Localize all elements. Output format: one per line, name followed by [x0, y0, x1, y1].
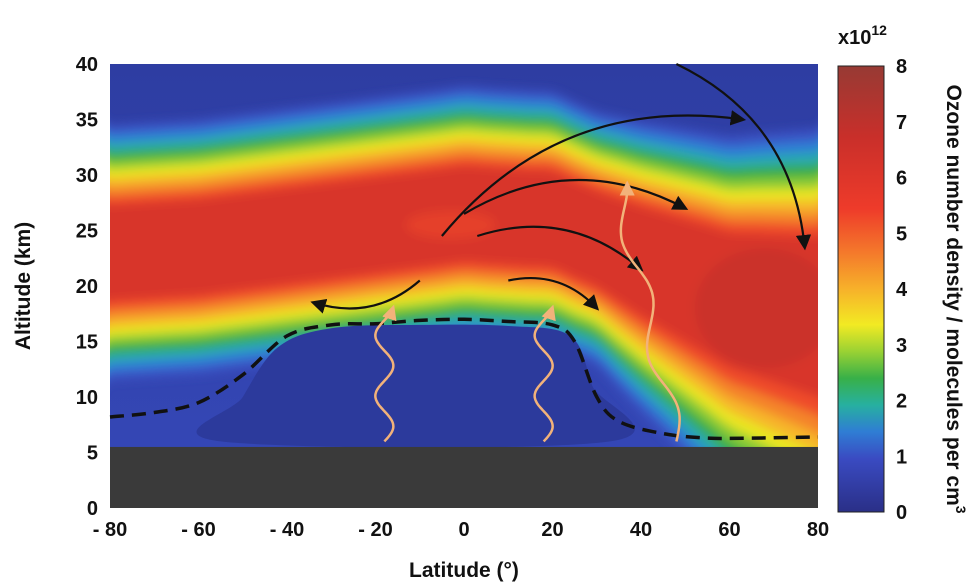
circulation-arrow: [476, 225, 644, 272]
colorbar-tick-label: 0: [896, 502, 907, 524]
y-tick-label: 5: [87, 443, 98, 465]
colorbar-multiplier-base: x10: [838, 27, 871, 49]
circulation-arrows: [310, 63, 812, 443]
ground-mask: [110, 446, 818, 508]
colorbar-title-superscript: 3: [953, 506, 969, 514]
x-tick-label: - 60: [181, 519, 215, 541]
circulation-arrow: [463, 179, 689, 215]
colorbar-title: Ozone number density / molecules per cm3: [942, 84, 969, 513]
x-tick-label: 0: [458, 519, 469, 541]
tropopause-dashed-line: [109, 317, 819, 441]
colorbar-tick-label: 8: [896, 56, 907, 78]
x-tick-label: - 20: [358, 519, 392, 541]
colorbar-multiplier: x1012: [838, 22, 887, 49]
colorbar-tick-label: 7: [896, 112, 907, 134]
y-tick-label: 10: [76, 387, 98, 409]
colorbar-tick-label: 3: [896, 335, 907, 357]
colorbar: [837, 65, 885, 513]
y-tick-label: 25: [76, 221, 98, 243]
circulation-arrow: [441, 110, 747, 237]
colorbar-ticks: 0 1 2 3 4 5 6 7 8: [896, 56, 908, 524]
y-tick-label: 20: [76, 276, 98, 298]
y-tick-label: 15: [76, 332, 98, 354]
x-tick-label: - 40: [270, 519, 304, 541]
heatmap-plot-area: [110, 64, 818, 508]
y-tick-label: 40: [76, 54, 98, 76]
circulation-arrow: [310, 279, 421, 314]
y-axis-title: Altitude (km): [12, 222, 35, 350]
ozone-density-bands: [110, 86, 818, 466]
x-axis-ticks: - 80 - 60 - 40 - 20 0 20 40 60 80: [93, 519, 829, 541]
x-tick-label: 40: [630, 519, 652, 541]
y-tick-label: 30: [76, 165, 98, 187]
wave-arrow: [619, 180, 681, 442]
y-tick-label: 35: [76, 110, 98, 132]
colorbar-tick-label: 2: [896, 391, 907, 413]
ozone-band: [110, 166, 818, 397]
colorbar-tick-label: 6: [896, 168, 907, 190]
wave-arrow: [374, 304, 397, 443]
y-axis-ticks: 0 5 10 15 20 25 30 35 40: [76, 54, 98, 520]
x-tick-label: 20: [541, 519, 563, 541]
tropical-low-ozone-core: [196, 324, 635, 448]
ozone-maximum-north: [694, 248, 818, 369]
y-tick-label: 0: [87, 498, 98, 520]
colorbar-tick-label: 5: [896, 223, 907, 245]
colorbar-tick-label: 4: [896, 279, 908, 301]
x-tick-label: 60: [718, 519, 740, 541]
colorbar-multiplier-exponent: 12: [871, 22, 887, 38]
wave-arrow: [533, 304, 556, 443]
x-tick-label: - 80: [93, 519, 127, 541]
colorbar-title-text: Ozone number density / molecules per cm: [942, 84, 965, 505]
circulation-arrow: [508, 277, 600, 311]
circulation-arrow: [675, 63, 812, 251]
x-axis-title: Latitude (°): [409, 559, 519, 582]
x-tick-label: 80: [807, 519, 829, 541]
colorbar-tick-label: 1: [896, 446, 907, 468]
